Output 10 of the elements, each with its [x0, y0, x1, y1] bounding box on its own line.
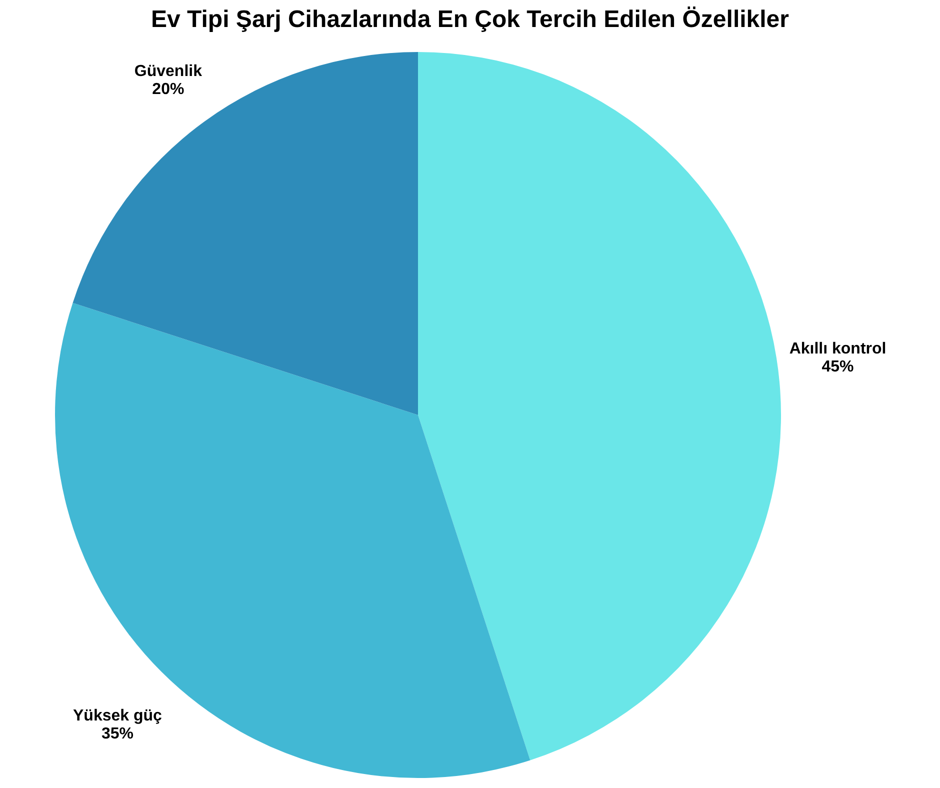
- pie-slice: [418, 52, 781, 760]
- slice-label: Akıllı kontrol: [789, 340, 886, 358]
- data-label: 45%: [822, 358, 854, 376]
- slice-label: Yüksek güç: [73, 708, 162, 725]
- data-label: 35%: [101, 726, 134, 743]
- pie-slice: [56, 302, 530, 778]
- chart-title: Ev Tipi Şarj Cihazlarında En Çok Tercih Edilen Özellikler: [151, 6, 789, 33]
- slice-label: Güvenlik: [134, 63, 202, 80]
- pie-slice: [72, 52, 418, 415]
- data-label: 20%: [152, 81, 184, 98]
